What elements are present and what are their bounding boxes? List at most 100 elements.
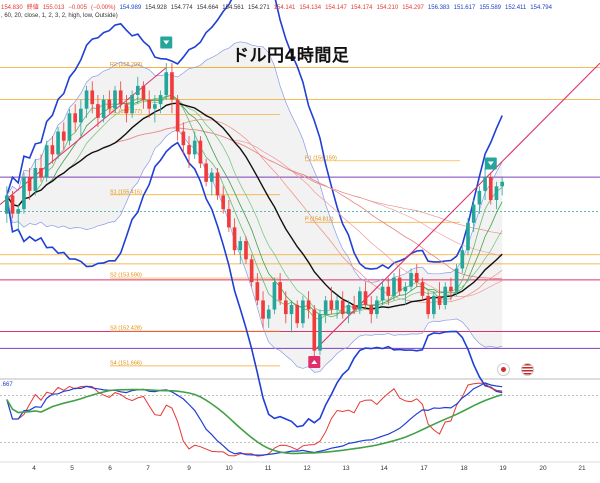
indicator-params: , 60, 20, close, 1, 2, 3, 2, high, low, … (1, 13, 118, 19)
candle-body (130, 95, 134, 114)
candle-body (33, 168, 38, 191)
candle-body (466, 222, 470, 251)
candle-body (164, 72, 169, 96)
flag-us-icon (521, 363, 534, 376)
candle-body (340, 300, 345, 315)
candle-body (79, 108, 83, 123)
bollinger-upper-3 (6, 0, 503, 270)
header-value: 154.989 (119, 5, 142, 11)
header-value: 154.174 (350, 5, 373, 11)
candle-body (5, 195, 9, 214)
candle-body (192, 140, 197, 155)
candle-body (494, 186, 499, 200)
candle-body (301, 300, 305, 324)
candle-body (329, 300, 334, 310)
candle-body (392, 277, 396, 296)
candle-body (22, 177, 26, 210)
header-value: 154.774 (170, 5, 193, 11)
bollinger-cloud (6, 41, 503, 373)
pivot-label-r2: R2 (158.202) (110, 62, 142, 68)
candle-body (44, 145, 49, 178)
header-value: 154.141 (273, 5, 296, 11)
x-tick-label: 17 (420, 465, 428, 472)
candle-body (96, 104, 100, 118)
pivot-label-s3: S3 (152.428) (110, 326, 142, 332)
candle-body (16, 209, 21, 214)
candle-body (232, 227, 237, 251)
candle-body (158, 95, 163, 105)
header-value: −0.005 (68, 5, 87, 11)
header-value: 155.589 (479, 5, 502, 11)
candle-body (306, 300, 311, 310)
x-tick-label: 18 (460, 465, 468, 472)
candle-body (101, 99, 106, 118)
flag-jp-icon (497, 363, 510, 376)
candle-body (380, 286, 385, 301)
ma-green-12 (6, 97, 503, 313)
candle-body (147, 99, 151, 109)
header-value: 154.271 (247, 5, 270, 11)
header-value: (−0.00%) (90, 5, 116, 11)
candle-body (272, 282, 277, 310)
x-tick-label: 12 (303, 465, 311, 472)
candle-body (118, 90, 123, 105)
x-tick-label: 14 (380, 465, 388, 472)
x-tick-label: 9 (187, 465, 191, 472)
x-tick-label: 4 (32, 465, 36, 472)
candle-body (175, 99, 180, 132)
candle-body (153, 104, 157, 109)
candle-body (249, 259, 254, 283)
x-tick-label: 5 (70, 465, 74, 472)
candle-body (261, 300, 265, 319)
header-value: 152.411 (505, 5, 527, 11)
candle-body (409, 273, 413, 287)
header-value: 156.383 (427, 5, 450, 11)
buy-signal-marker-glyph (311, 360, 318, 365)
candle-body (141, 85, 146, 100)
candle-body (420, 282, 425, 296)
candle-body (295, 304, 300, 324)
candle-body (84, 90, 89, 109)
candle-body (449, 286, 453, 292)
candle-body (358, 291, 362, 310)
candle-body (483, 177, 487, 191)
header-value: 154.928 (145, 5, 167, 11)
candle-body (209, 172, 214, 182)
header-value: 154.147 (325, 5, 347, 11)
candle-body (432, 295, 436, 315)
candle-body (335, 300, 339, 310)
x-tick-label: 20 (539, 465, 547, 472)
candle-body (238, 241, 243, 251)
candle-body (215, 172, 220, 196)
candle-body (471, 204, 476, 223)
candle-body (289, 304, 294, 315)
candle-body (414, 273, 419, 283)
candle-body (50, 145, 55, 155)
candle-body (403, 286, 408, 292)
header-value: 154.664 (196, 5, 219, 11)
pivot-label-s1: S1 (155.415) (110, 189, 142, 195)
candle-body (460, 250, 465, 269)
candle-body (198, 140, 203, 164)
candle-body (397, 277, 402, 292)
pivot-label-s2: S2 (153.590) (110, 273, 142, 279)
header-value: 154.210 (376, 5, 399, 11)
candle-body (227, 209, 231, 228)
candle-body (61, 131, 66, 141)
candle-body (204, 163, 208, 182)
candle-body (312, 309, 317, 351)
candle-body (221, 195, 226, 210)
x-tick-label: 19 (499, 465, 507, 472)
candle-body (477, 190, 482, 205)
x-tick-label: 21 (578, 465, 586, 472)
candle-body (73, 113, 77, 123)
candle-body (181, 131, 186, 146)
candle-body (56, 131, 60, 155)
candle-body (39, 168, 43, 178)
bollinger-lower-3 (6, 141, 503, 428)
trend-line (313, 62, 600, 352)
candle-body (488, 177, 493, 200)
candle-body (170, 72, 174, 100)
